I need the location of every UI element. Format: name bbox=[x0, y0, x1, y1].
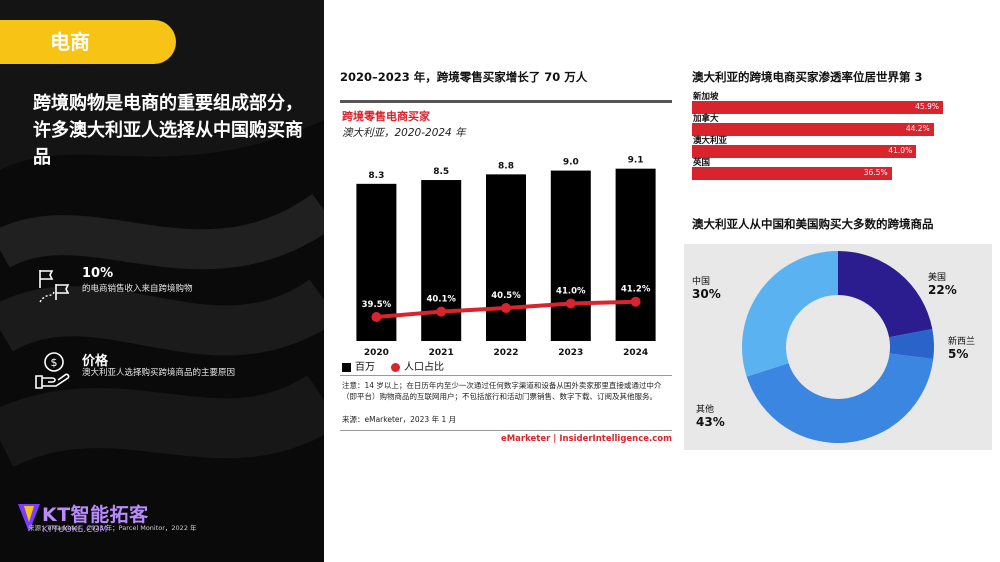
bar-2022 bbox=[486, 174, 526, 341]
share-point bbox=[565, 298, 576, 309]
buyers-bar-line-chart: 8.3 2020 8.5 2021 8.8 2022 9.0 2023 9.1 2024 39.5%… bbox=[356, 156, 656, 358]
logo-text: KT智能拓客 bbox=[42, 504, 149, 526]
donut-category: 中国 bbox=[692, 277, 711, 287]
penetration-bar: 44.2% bbox=[692, 123, 934, 136]
penetration-bar: 36.5% bbox=[692, 167, 892, 180]
share-point bbox=[630, 296, 641, 307]
penetration-chart-title: 澳大利亚的跨境电商买家渗透率位居世界第 3 bbox=[692, 70, 923, 84]
share-point bbox=[436, 306, 447, 317]
penetration-value: 45.9% bbox=[915, 102, 939, 111]
country-label: 新加坡 bbox=[693, 92, 719, 102]
left-panel: 电商 跨境购物是电商的重要组成部分，许多澳大利亚人选择从中国购买商品 10% 的… bbox=[0, 0, 324, 562]
bar-2023 bbox=[550, 170, 591, 341]
divider bbox=[340, 430, 672, 431]
bar-2024 bbox=[615, 168, 656, 341]
penetration-row-2: 澳大利亚 41.0% bbox=[692, 134, 982, 160]
origin-donut-chart bbox=[742, 251, 934, 444]
x-tick-label: 2021 bbox=[429, 348, 454, 358]
legend-item-line: 人口占比 bbox=[391, 358, 444, 373]
share-value-label: 39.5% bbox=[362, 300, 392, 310]
chart-source: 来源：eMarketer，2023 年 1 月 bbox=[342, 415, 457, 424]
penetration-value: 44.2% bbox=[905, 124, 930, 133]
penetration-row-3: 英国 36.5% bbox=[692, 156, 982, 182]
divider bbox=[340, 375, 672, 376]
donut-slice-中国 bbox=[742, 251, 838, 377]
origin-chart-title: 澳大利亚人从中国和美国购买大多数的跨境商品 bbox=[692, 217, 934, 231]
stat-description: 的电商销售收入来自跨境购物 bbox=[82, 284, 193, 294]
share-value-label: 41.0% bbox=[556, 287, 586, 297]
share-value-label: 40.5% bbox=[491, 291, 521, 301]
chart-subtitle: 跨境零售电商买家 bbox=[342, 110, 430, 123]
donut-percent: 30% bbox=[692, 287, 721, 301]
share-value-label: 40.1% bbox=[426, 295, 456, 305]
country-label: 澳大利亚 bbox=[693, 136, 728, 146]
donut-percent: 22% bbox=[928, 283, 957, 297]
donut-label: 美国 22% bbox=[928, 270, 957, 297]
donut-label: 中国 30% bbox=[692, 274, 721, 301]
share-point bbox=[371, 312, 382, 322]
kt-logo: KT智能拓客 KTTUOKE.COM bbox=[18, 500, 238, 540]
donut-category: 美国 bbox=[928, 273, 947, 283]
legend-label: 人口占比 bbox=[404, 362, 444, 373]
middle-chart-title: 2020–2023 年，跨境零售买家增长了 70 万人 bbox=[340, 70, 588, 84]
chart-footnote: 注意：14 岁以上；在日历年内至少一次通过任何数字渠道和设备从国外卖家那里直接或… bbox=[342, 381, 662, 401]
penetration-bar: 41.0% bbox=[692, 145, 917, 158]
donut-label: 新西兰 5% bbox=[948, 334, 975, 361]
buyers-chart-card: 跨境零售电商买家 澳大利亚，2020-2024 年 8.3 2020 8.5 2021… bbox=[340, 100, 672, 450]
svg-text:$: $ bbox=[51, 356, 58, 369]
stat-description: 澳大利亚人选择购买跨境商品的主要原因 bbox=[82, 368, 236, 378]
share-value-label: 41.2% bbox=[621, 285, 651, 295]
legend-item-bar: 百万 bbox=[342, 358, 375, 373]
share-point bbox=[501, 303, 511, 313]
origin-donut-panel: 美国 22% 新西兰 5% 其他 43% 中国 30% bbox=[684, 244, 992, 450]
x-tick-label: 2024 bbox=[623, 348, 648, 358]
legend-swatch bbox=[342, 362, 351, 372]
penetration-row-0: 新加坡 45.9% bbox=[692, 90, 982, 116]
divider bbox=[340, 100, 672, 103]
stat-value: 价格 bbox=[82, 354, 109, 369]
x-tick-label: 2020 bbox=[364, 348, 389, 358]
x-tick-label: 2022 bbox=[493, 348, 518, 358]
chart-legend: 百万 人口占比 bbox=[342, 358, 444, 373]
donut-slice-美国 bbox=[838, 251, 933, 338]
donut-category: 新西兰 bbox=[948, 337, 976, 347]
donut-slice-其他 bbox=[746, 353, 934, 444]
price-hand-icon: $ bbox=[35, 352, 70, 389]
bar-value-label: 9.0 bbox=[563, 158, 579, 168]
donut-slice-新西兰 bbox=[889, 329, 934, 360]
x-tick-label: 2023 bbox=[558, 348, 583, 358]
penetration-value: 41.0% bbox=[888, 146, 913, 155]
donut-label: 其他 43% bbox=[696, 402, 725, 429]
bar-value-label: 8.5 bbox=[433, 167, 449, 177]
penetration-bar: 45.9% bbox=[692, 101, 943, 114]
legend-swatch bbox=[391, 362, 400, 372]
donut-percent: 5% bbox=[948, 347, 969, 361]
stat-value: 10% bbox=[82, 266, 114, 281]
headline: 跨境购物是电商的重要组成部分，许多澳大利亚人选择从中国购买商品 bbox=[33, 93, 303, 168]
bar-value-label: 8.3 bbox=[368, 171, 384, 181]
penetration-row-1: 加拿大 44.2% bbox=[692, 112, 982, 138]
bar-2021 bbox=[421, 180, 462, 341]
donut-category: 其他 bbox=[696, 405, 715, 415]
flag-target-icon bbox=[39, 270, 70, 303]
section-tag: 电商 bbox=[0, 20, 176, 64]
bar-value-label: 8.8 bbox=[498, 161, 514, 171]
logo-mark-icon bbox=[18, 504, 40, 532]
donut-percent: 43% bbox=[696, 415, 725, 429]
penetration-value: 36.5% bbox=[863, 168, 888, 177]
bar-value-label: 9.1 bbox=[628, 156, 644, 166]
country-label: 英国 bbox=[693, 158, 711, 168]
source-note: 来源：eMarketer，2023 年；Parcel Monitor，2022 … bbox=[28, 524, 197, 532]
logo-subtext: KTTUOKE.COM bbox=[42, 525, 108, 535]
country-label: 加拿大 bbox=[693, 114, 719, 124]
legend-label: 百万 bbox=[355, 362, 375, 373]
brand-credit: eMarketer | InsiderIntelligence.com bbox=[500, 434, 672, 444]
chart-region-years: 澳大利亚，2020-2024 年 bbox=[342, 127, 466, 139]
